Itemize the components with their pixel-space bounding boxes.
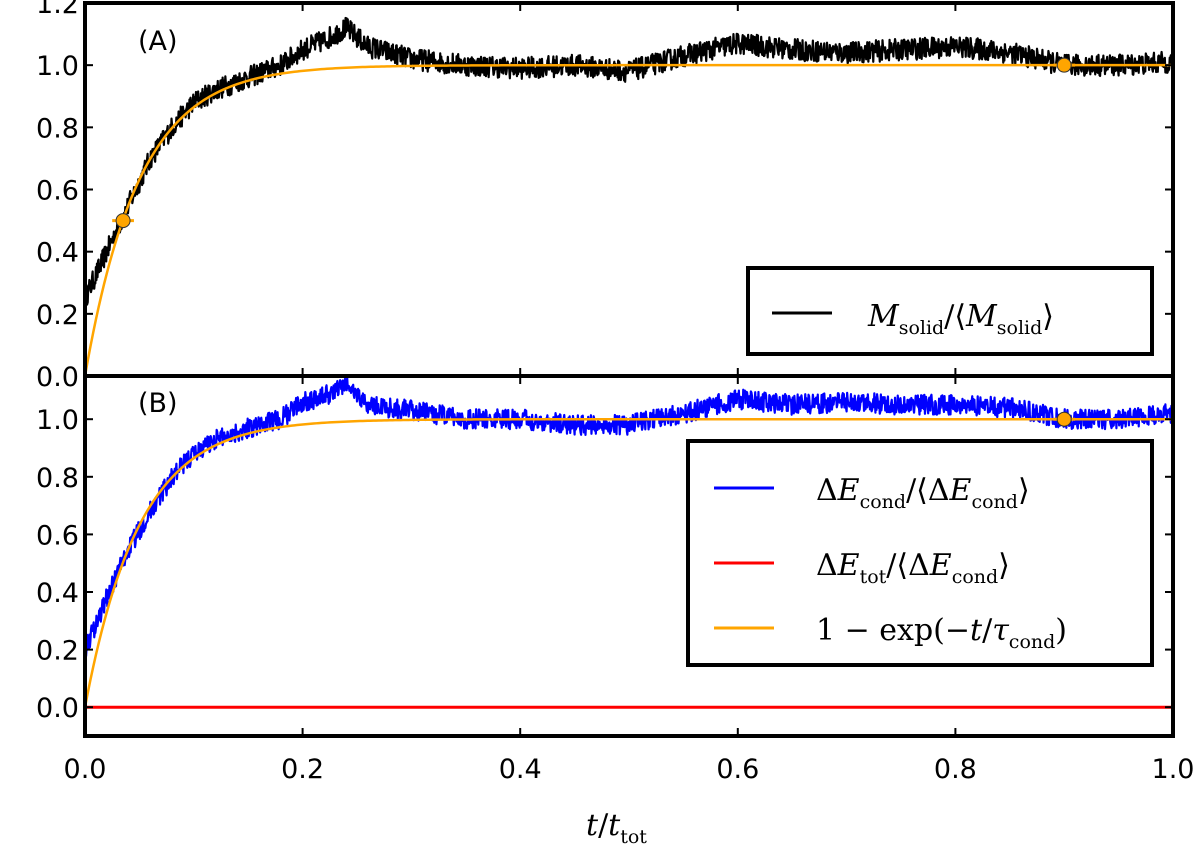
y-tick-label: 0.0: [36, 693, 79, 724]
y-tick-label: 0.4: [36, 578, 79, 609]
x-axis-label: t/ttot: [586, 808, 647, 848]
y-tick-label: 1.0: [36, 405, 79, 436]
panel-b-frame: [83, 374, 1175, 738]
marker-point: [1056, 57, 1072, 73]
series-noisy-line: [85, 16, 1173, 308]
x-tick-label: 0.8: [934, 754, 977, 785]
y-tick-label: 0.0: [36, 362, 79, 393]
x-tick-label: 0.2: [281, 754, 324, 785]
panel-b-label: (B): [138, 388, 178, 419]
panel-a-legend-frame: [746, 266, 1154, 356]
data-marker: [1053, 411, 1076, 427]
x-tick-label: 1.0: [1152, 754, 1195, 785]
y-tick-label: 0.8: [36, 463, 79, 494]
panel-b-ticks: 0.0 0.2 0.4 0.6 0.8 1.0 0.0 0.2 0.4 0.6 0.8 1.0: [36, 376, 1194, 785]
panel-b-legend: ΔEcond/⟨ΔEcond⟩ ΔEtot/⟨ΔEcond⟩ 1 − exp(−…: [686, 439, 1154, 667]
panel-b-plot-area: [85, 377, 1173, 709]
x-tick-label: 0.0: [64, 754, 107, 785]
panel-a-series: [85, 16, 1173, 376]
panel-a-legend: Msolid/⟨Msolid⟩: [746, 266, 1154, 356]
y-tick-label: 1.0: [36, 51, 79, 82]
series-fit-line: [85, 417, 1173, 708]
series-noisy-line: [85, 377, 1173, 659]
y-tick-label: 0.6: [36, 176, 79, 207]
legend-b-label-etot: ΔEtot/⟨ΔEcond⟩: [816, 548, 1010, 588]
panel-a: 0.0 0.2 0.4 0.6 0.8 1.0 1.2 (A) Msolid/⟨Msolid…: [36, 0, 1175, 393]
data-marker: [1053, 57, 1076, 73]
y-tick-label: 0.4: [36, 238, 79, 269]
y-tick-label: 1.2: [36, 0, 79, 20]
panel-b-series: [85, 377, 1173, 709]
series-fit-line: [85, 63, 1173, 376]
panel-a-label: (A): [138, 26, 178, 57]
y-tick-label: 0.6: [36, 520, 79, 551]
y-tick-label: 0.2: [36, 300, 79, 331]
data-marker: [112, 213, 134, 229]
y-tick-label: 0.2: [36, 636, 79, 667]
marker-point: [1056, 411, 1072, 427]
x-tick-label: 0.4: [499, 754, 542, 785]
legend-a-label-msolid: Msolid/⟨Msolid⟩: [867, 299, 1054, 339]
panel-a-plot-area: [85, 16, 1173, 376]
legend-b-label-econd: ΔEcond/⟨ΔEcond⟩: [816, 473, 1030, 513]
marker-point: [115, 213, 131, 229]
panel-b: 0.0 0.2 0.4 0.6 0.8 1.0 0.0 0.2 0.4 0.6 0.8 1.0 (B)…: [36, 374, 1194, 785]
x-tick-label: 0.6: [716, 754, 759, 785]
y-tick-label: 0.8: [36, 113, 79, 144]
legend-b-label-fit: 1 − exp(−t/τcond): [816, 613, 1067, 653]
